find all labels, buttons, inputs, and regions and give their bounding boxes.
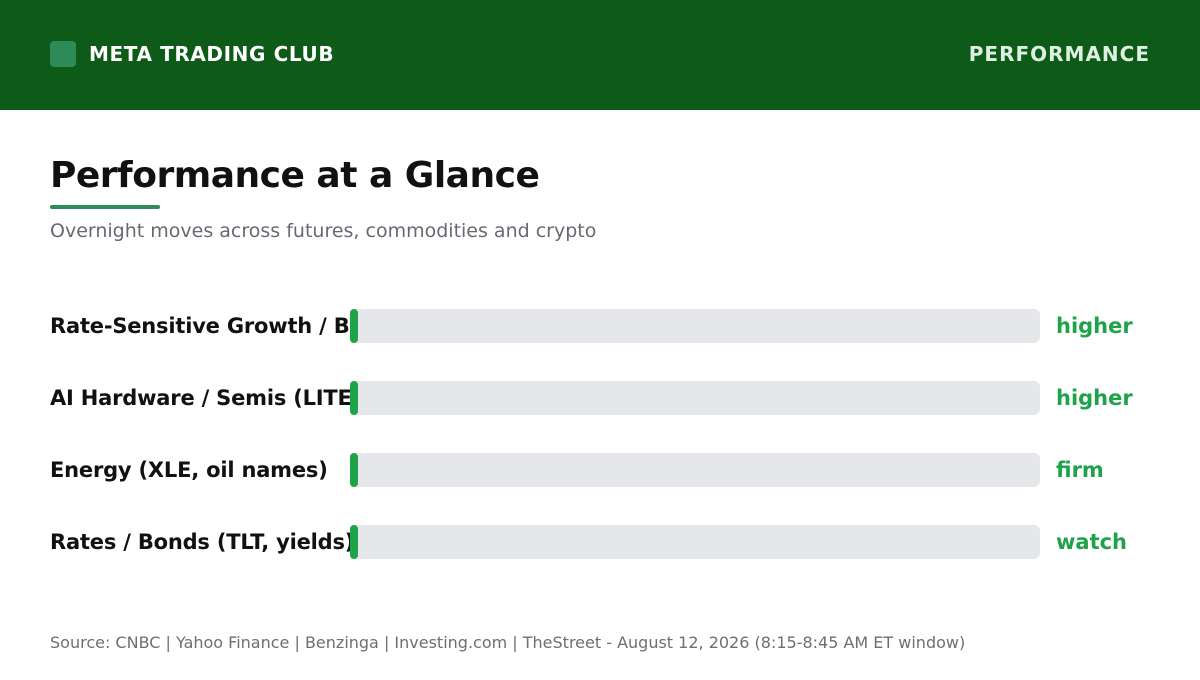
bar-track <box>350 453 1040 487</box>
status-label: watch <box>1056 530 1128 554</box>
page-subtitle: Overnight moves across futures, commodit… <box>50 220 597 242</box>
section-label: PERFORMANCE <box>968 42 1150 66</box>
source-footer: Source: CNBC | Yahoo Finance | Benzinga … <box>50 633 966 652</box>
row-label: Energy (XLE, oil names) <box>50 458 328 482</box>
row-label: Rates / Bonds (TLT, yields) <box>50 530 350 554</box>
bar-track <box>350 381 1040 415</box>
brand-name: META TRADING CLUB <box>89 42 335 66</box>
bar-track <box>350 525 1040 559</box>
bar <box>350 381 358 415</box>
title-underline <box>50 205 160 209</box>
bar <box>350 309 358 343</box>
row-label: Rate-Sensitive Growth / Bi <box>50 314 350 338</box>
brand-logo-icon <box>50 41 76 67</box>
header-bar: META TRADING CLUB PERFORMANCE <box>0 0 1200 110</box>
status-label: higher <box>1056 386 1133 410</box>
bar-track <box>350 309 1040 343</box>
status-label: higher <box>1056 314 1133 338</box>
bar <box>350 525 358 559</box>
bar <box>350 453 358 487</box>
row-label: AI Hardware / Semis (LITE <box>50 386 350 410</box>
status-label: firm <box>1056 458 1104 482</box>
page-title: Performance at a Glance <box>50 155 540 196</box>
